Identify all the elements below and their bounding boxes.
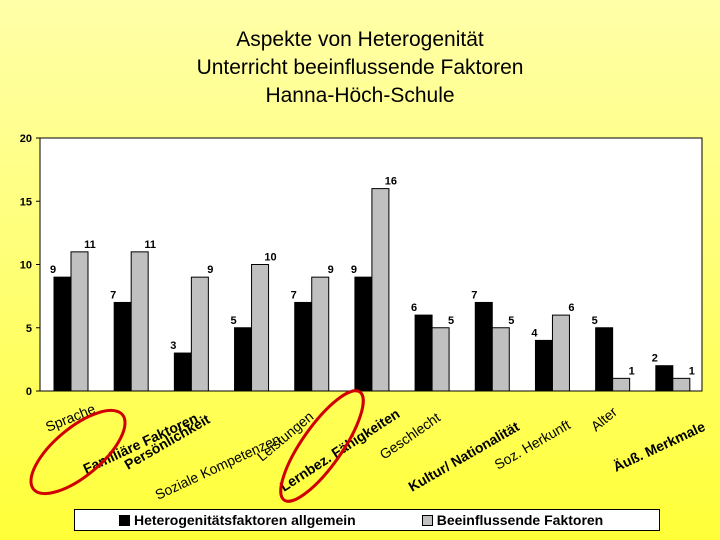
data-label-series-1-äuß-merkmale: 2 [652, 353, 658, 365]
bar-series-1-leistungen [294, 301, 313, 392]
data-label-series-2-kultur-nationalität: 5 [508, 315, 514, 327]
data-label-series-1-familiäre-faktoren: 7 [110, 289, 116, 301]
title-line-3: Hanna-Höch-Schule [265, 84, 455, 107]
bar-series-2-leistungen [311, 276, 330, 392]
data-label-series-1-alter: 5 [592, 315, 598, 327]
data-label-series-2-alter: 1 [629, 365, 635, 377]
title-line-2: Unterricht beeinflussende Faktoren [196, 56, 524, 79]
bar-series-2-sprache [70, 251, 89, 392]
highlight-ellipse-lernbez-faehigkeiten [279, 389, 365, 503]
data-label-series-2-leistungen: 9 [328, 264, 334, 276]
highlight-ellipse-familiaere-faktoren [29, 408, 127, 496]
data-label-series-2-äuß-merkmale: 1 [689, 365, 695, 377]
data-label-series-2-sprache: 11 [84, 239, 96, 251]
data-label-series-1-geschlecht: 6 [411, 302, 417, 314]
bar-series-1-alter [595, 327, 614, 392]
data-label-series-2-lernbez-fähigkeiten: 16 [385, 176, 397, 188]
legend-item-series-1: Heterogenitätsfaktoren allgemein [119, 512, 356, 528]
data-label-series-2-soziale-kompetenzen: 10 [264, 252, 276, 264]
data-label-series-2-persönlichkeit: 9 [207, 264, 213, 276]
bar-series-2-kultur-nationalität [491, 327, 510, 392]
y-tick-label-15: 15 [20, 196, 32, 208]
data-label-series-1-kultur-nationalität: 7 [471, 289, 477, 301]
legend-swatch-series-2 [421, 514, 433, 526]
legend-item-series-2: Beeinflussende Faktoren [421, 512, 604, 528]
bar-series-2-familiäre-faktoren [130, 251, 149, 392]
bar-series-1-kultur-nationalität [474, 301, 493, 392]
bar-series-1-sprache [53, 276, 72, 392]
bar-series-2-alter [612, 377, 631, 392]
title-line-1: Aspekte von Heterogenität [236, 28, 484, 51]
y-tick-label-20: 20 [20, 133, 32, 145]
data-label-series-2-geschlecht: 5 [448, 315, 454, 327]
data-label-series-1-persönlichkeit: 3 [170, 340, 176, 352]
bar-series-1-äuß-merkmale [655, 365, 674, 392]
data-label-series-1-lernbez-fähigkeiten: 9 [351, 264, 357, 276]
bar-series-2-lernbez-fähigkeiten [371, 188, 390, 392]
bar-series-2-äuß-merkmale [672, 377, 691, 392]
data-label-series-2-soz-herkunft: 6 [568, 302, 574, 314]
data-label-series-2-familiäre-faktoren: 11 [144, 239, 156, 251]
bar-series-1-soz-herkunft [534, 339, 553, 392]
bar-series-2-persönlichkeit [190, 276, 209, 392]
bar-series-1-soziale-kompetenzen [234, 327, 253, 392]
data-label-series-1-sprache: 9 [50, 264, 56, 276]
chart-title: Aspekte von Heterogenität Unterricht bee… [0, 26, 720, 110]
bar-series-1-familiäre-faktoren [113, 301, 132, 392]
bar-series-1-persönlichkeit [173, 352, 192, 392]
bar-series-2-geschlecht [431, 327, 450, 392]
bar-series-1-geschlecht [414, 314, 433, 392]
y-tick-label-10: 10 [20, 260, 32, 272]
x-category-label-äuß-merkmale: Äuß. Merkmale [611, 418, 708, 475]
bar-series-1-lernbez-fähigkeiten [354, 276, 373, 392]
legend: Heterogenitätsfaktoren allgemein Beeinfl… [74, 509, 660, 531]
x-category-label-alter: Alter [588, 403, 621, 434]
data-label-series-1-soz-herkunft: 4 [531, 327, 538, 339]
legend-label-series-2: Beeinflussende Faktoren [436, 512, 604, 528]
y-tick-label-5: 5 [26, 323, 32, 335]
bar-series-2-soz-herkunft [551, 314, 570, 392]
data-label-series-1-leistungen: 7 [291, 289, 297, 301]
bar-series-2-soziale-kompetenzen [251, 264, 270, 392]
legend-swatch-series-1 [119, 514, 130, 526]
y-tick-label-0: 0 [26, 386, 32, 398]
data-label-series-1-soziale-kompetenzen: 5 [230, 315, 236, 327]
legend-label-series-1: Heterogenitätsfaktoren allgemein [134, 512, 356, 528]
